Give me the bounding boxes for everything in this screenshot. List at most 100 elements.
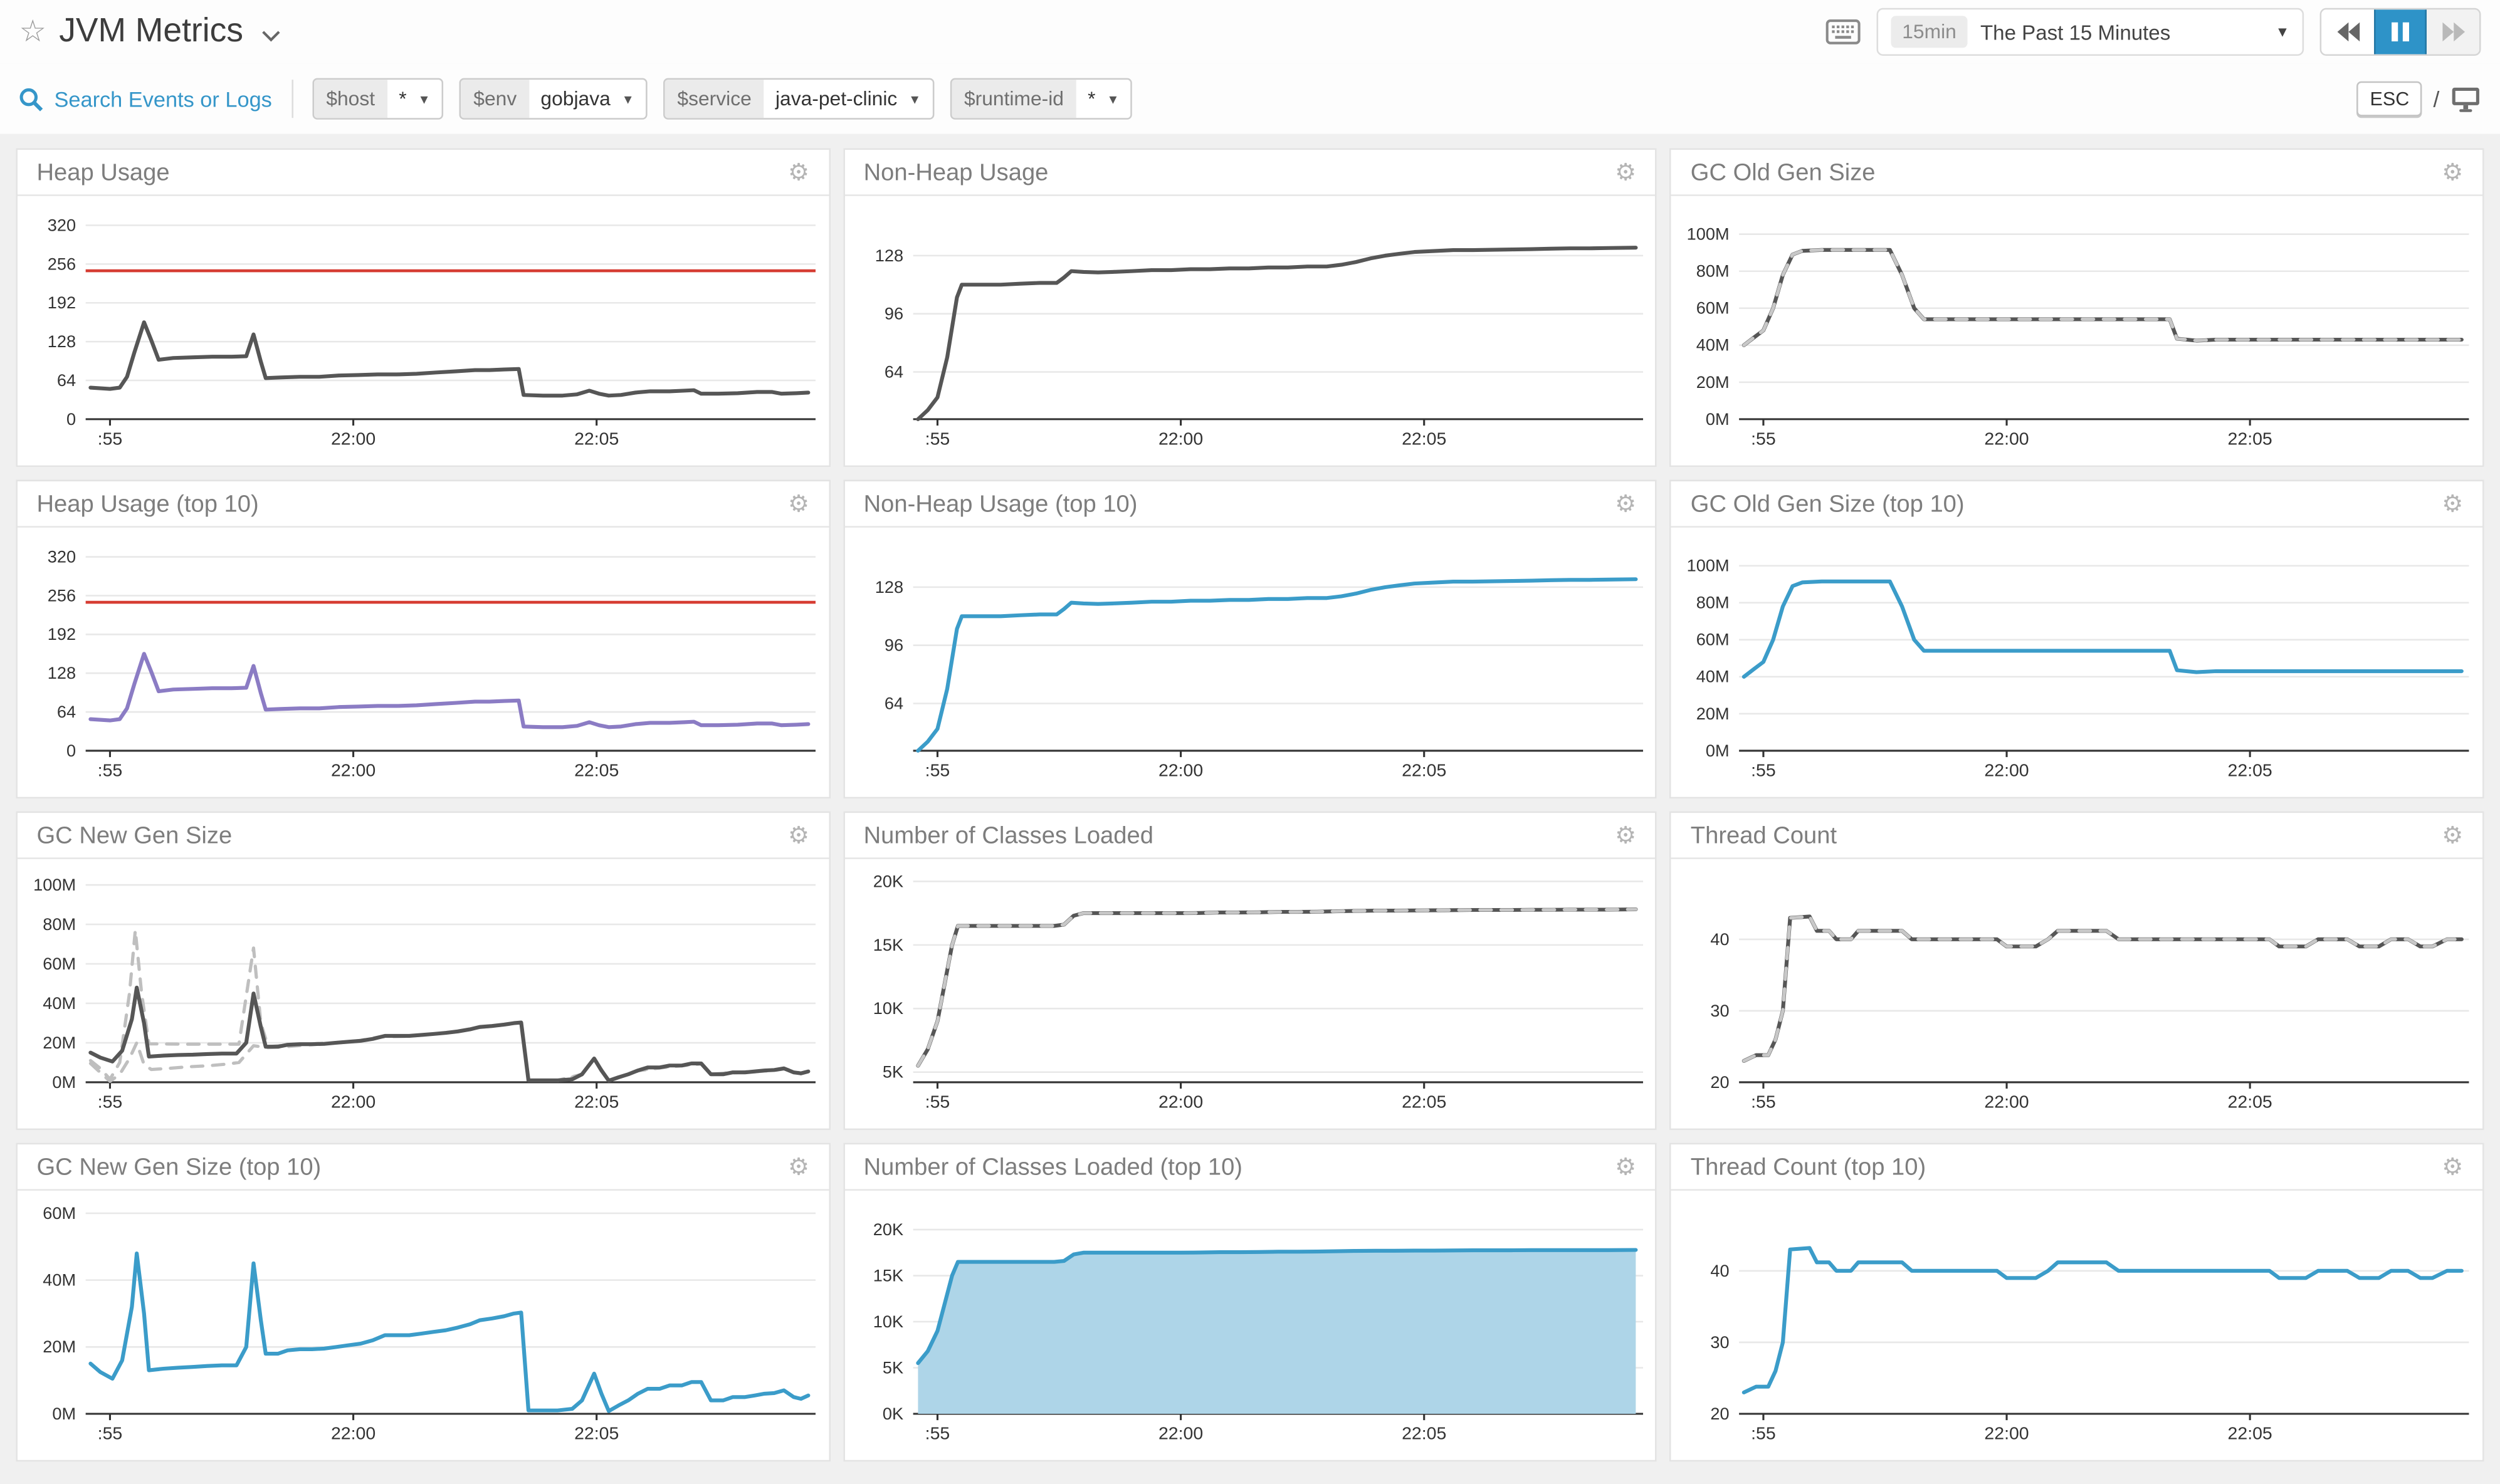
svg-text:100M: 100M: [1687, 556, 1730, 575]
svg-text:15K: 15K: [873, 936, 903, 954]
svg-text:64: 64: [884, 363, 903, 382]
svg-text:320: 320: [48, 216, 76, 235]
chart-title: GC New Gen Size: [36, 822, 233, 850]
template-var-value: java-pet-clinic: [775, 87, 898, 110]
gear-icon[interactable]: ⚙: [787, 822, 810, 850]
gear-icon[interactable]: ⚙: [1615, 822, 1637, 850]
gear-icon[interactable]: ⚙: [2442, 822, 2464, 850]
svg-text:22:00: 22:00: [1158, 1092, 1202, 1112]
svg-text:22:00: 22:00: [331, 760, 376, 780]
gear-icon[interactable]: ⚙: [787, 159, 810, 187]
keyboard-shortcuts-icon[interactable]: [1825, 19, 1861, 45]
gear-icon[interactable]: ⚙: [1615, 1154, 1637, 1181]
svg-text:22:05: 22:05: [1401, 1092, 1446, 1112]
svg-text::55: :55: [925, 429, 950, 449]
svg-text::55: :55: [98, 1423, 123, 1443]
chart-plot-gc-new-gen-size[interactable]: 0M 20M 40M 60M 80M 100M:55 22:00 22:05: [18, 859, 829, 1121]
svg-text:22:05: 22:05: [1401, 1423, 1446, 1443]
top-header: ☆ JVM Metrics 15min The Past 15 Minutes …: [0, 0, 2500, 64]
svg-text::55: :55: [1752, 760, 1777, 780]
chart-title: Heap Usage: [36, 159, 170, 187]
svg-text:100M: 100M: [1687, 225, 1730, 244]
svg-text::55: :55: [98, 429, 123, 449]
svg-text:22:05: 22:05: [1401, 760, 1446, 780]
toolbar: Search Events or Logs $host * ▼ $env gobjava…: [0, 63, 2500, 134]
template-var-host[interactable]: $host * ▼: [312, 78, 443, 120]
chart-plot-gc-new-gen-size-top10[interactable]: 0M 20M 40M 60M:55 22:00 22:05: [18, 1191, 829, 1452]
favorite-star-icon[interactable]: ☆: [19, 15, 46, 49]
chart-card-header: Number of Classes Loaded (top 10) ⚙: [844, 1144, 1656, 1191]
chart-card-header: Heap Usage ⚙: [17, 150, 829, 196]
chart-plot-non-heap-usage[interactable]: 64 96 128:55 22:00 22:05: [844, 196, 1656, 457]
svg-text:20K: 20K: [873, 872, 903, 891]
svg-text:22:00: 22:00: [1985, 429, 2029, 449]
gear-icon[interactable]: ⚙: [2442, 159, 2464, 187]
svg-text:15K: 15K: [873, 1267, 903, 1285]
template-var-name: $runtime-id: [951, 80, 1077, 118]
chart-plot-heap-usage-top10[interactable]: 0 64 128 192 256 320:55 22:00 22:05: [18, 528, 829, 789]
chart-plot-thread-count-top10[interactable]: 20 30 40:55 22:00 22:05: [1671, 1191, 2482, 1452]
chart-card-classes-loaded-top10: Number of Classes Loaded (top 10) ⚙ 0K 5K 10…: [843, 1142, 1657, 1462]
chart-card-heap-usage: Heap Usage ⚙ 0 64 128 192 256 320:55 22:00 22:05: [16, 148, 831, 468]
dashboard-title[interactable]: JVM Metrics: [59, 13, 243, 50]
chart-plot-non-heap-usage-top10[interactable]: 64 96 128:55 22:00 22:05: [844, 528, 1656, 789]
chart-card-header: Thread Count ⚙: [1671, 813, 2482, 859]
svg-text:10K: 10K: [873, 1312, 903, 1331]
svg-text:40: 40: [1711, 1262, 1730, 1280]
pause-button[interactable]: [2374, 9, 2427, 55]
svg-text:0: 0: [66, 410, 76, 429]
gear-icon[interactable]: ⚙: [787, 491, 810, 518]
gear-icon[interactable]: ⚙: [2442, 1154, 2464, 1181]
playback-controls: [2319, 8, 2481, 56]
chart-title: GC Old Gen Size: [1690, 159, 1876, 187]
esc-key-button[interactable]: ESC: [2357, 81, 2422, 117]
chart-card-gc-new-gen-size: GC New Gen Size ⚙ 0M 20M 40M 60M 80M 100M:55 22:…: [16, 811, 831, 1131]
gear-icon[interactable]: ⚙: [1615, 491, 1637, 518]
template-vars: $host * ▼ $env gobjava ▼ $service java-pet-clin…: [312, 78, 1132, 120]
chart-card-header: Number of Classes Loaded ⚙: [844, 813, 1656, 859]
svg-text:5K: 5K: [882, 1359, 903, 1377]
chart-card-gc-old-gen-size: GC Old Gen Size ⚙ 0M 20M 40M 60M 80M 100M:55 22:…: [1669, 148, 2484, 468]
template-var-runtime-id[interactable]: $runtime-id * ▼: [950, 78, 1132, 120]
chart-title: Non-Heap Usage (top 10): [863, 491, 1138, 518]
svg-text::55: :55: [98, 1092, 123, 1112]
svg-text::55: :55: [1752, 1092, 1777, 1112]
rewind-button[interactable]: [2321, 9, 2375, 55]
svg-text:192: 192: [48, 293, 76, 312]
template-var-value: gobjava: [540, 87, 611, 110]
chart-plot-thread-count[interactable]: 20 30 40:55 22:00 22:05: [1671, 859, 2482, 1121]
svg-text:80M: 80M: [43, 915, 76, 934]
template-var-service[interactable]: $service java-pet-clinic ▼: [663, 78, 934, 120]
svg-text:22:00: 22:00: [1158, 1423, 1202, 1443]
chart-plot-heap-usage[interactable]: 0 64 128 192 256 320:55 22:00 22:05: [18, 196, 829, 457]
svg-text:60M: 60M: [43, 954, 76, 973]
chart-card-header: GC Old Gen Size ⚙: [1671, 150, 2482, 196]
svg-text:256: 256: [48, 255, 76, 274]
fast-forward-button[interactable]: [2427, 9, 2479, 55]
svg-text:10K: 10K: [873, 999, 903, 1018]
svg-text:96: 96: [884, 305, 903, 323]
chevron-down-icon[interactable]: [259, 28, 281, 43]
svg-text:0K: 0K: [882, 1404, 903, 1423]
search-events-link[interactable]: Search Events or Logs: [19, 87, 272, 111]
gear-icon[interactable]: ⚙: [2442, 491, 2464, 518]
svg-text::55: :55: [925, 1423, 950, 1443]
svg-text:22:05: 22:05: [2228, 429, 2272, 449]
svg-text::55: :55: [925, 760, 950, 780]
chart-card-header: Thread Count (top 10) ⚙: [1671, 1144, 2482, 1191]
search-label: Search Events or Logs: [54, 86, 272, 111]
template-var-env[interactable]: $env gobjava ▼: [459, 78, 648, 120]
time-range-picker[interactable]: 15min The Past 15 Minutes ▼: [1876, 8, 2304, 56]
gear-icon[interactable]: ⚙: [1615, 159, 1637, 187]
chart-plot-gc-old-gen-size[interactable]: 0M 20M 40M 60M 80M 100M:55 22:00 22:05: [1671, 196, 2482, 457]
svg-text:5K: 5K: [882, 1063, 903, 1082]
svg-text:320: 320: [48, 548, 76, 567]
chart-plot-classes-loaded-top10[interactable]: 0K 5K 10K 15K 20K:55 22:00 22:05: [844, 1191, 1656, 1452]
chart-card-thread-count: Thread Count ⚙ 20 30 40:55 22:00 22:05: [1669, 811, 2484, 1131]
chart-plot-classes-loaded[interactable]: 5K 10K 15K 20K:55 22:00 22:05: [844, 859, 1656, 1121]
chart-plot-gc-old-gen-size-top10[interactable]: 0M 20M 40M 60M 80M 100M:55 22:00 22:05: [1671, 528, 2482, 789]
svg-text:64: 64: [57, 703, 76, 721]
fullscreen-monitor-icon[interactable]: [2450, 85, 2481, 112]
gear-icon[interactable]: ⚙: [787, 1154, 810, 1181]
chart-card-non-heap-usage-top10: Non-Heap Usage (top 10) ⚙ 64 96 128:55 22:00 2…: [843, 479, 1657, 799]
